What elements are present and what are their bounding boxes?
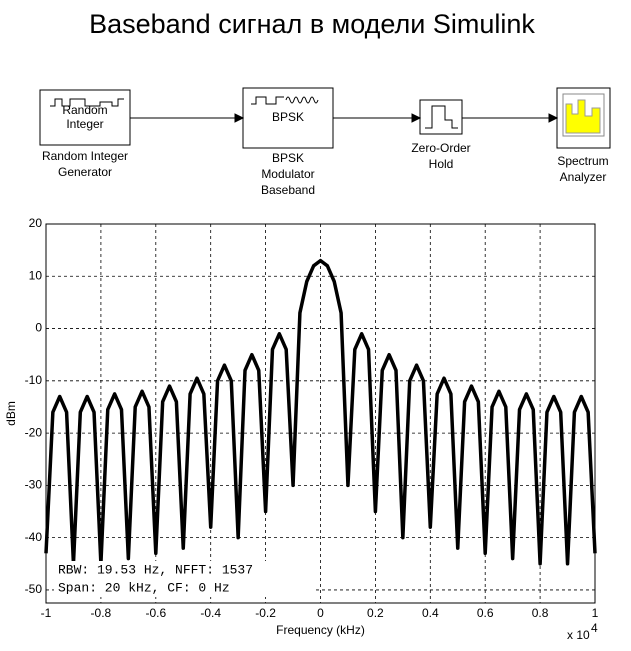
y-axis-label: dBm [4, 401, 18, 426]
block-caption: BPSK [272, 151, 304, 165]
x-axis-label: Frequency (kHz) [276, 623, 365, 637]
block [242, 87, 334, 149]
x-multiplier: x 10 [567, 628, 590, 642]
y-tick-label: 10 [29, 268, 43, 282]
x-multiplier-exponent: 4 [591, 621, 598, 635]
icon [425, 105, 458, 129]
block-caption: Spectrum [557, 154, 608, 168]
annotation-bg [54, 579, 316, 597]
annotation: RBW: 19.53 Hz, NFFT: 1537 [58, 562, 253, 577]
y-tick-label: 0 [35, 321, 42, 335]
x-tick-label: 0.2 [367, 606, 384, 620]
icon [285, 96, 319, 104]
slide-title: Baseband сигнал в модели Simulink [89, 9, 535, 39]
block-caption: Modulator [261, 167, 314, 181]
x-tick-label: 0 [317, 606, 324, 620]
block-label: BPSK [272, 110, 304, 124]
block-label: Random [62, 103, 107, 117]
y-tick-label: 20 [29, 216, 43, 230]
block-diagram [39, 87, 611, 149]
block-caption: Zero-Order [411, 141, 470, 155]
block-caption: Analyzer [560, 170, 607, 184]
x-tick-label: 1 [592, 606, 599, 620]
x-tick-label: -0.4 [200, 606, 221, 620]
block-caption: Random Integer [42, 149, 128, 163]
x-tick-label: 0.6 [477, 606, 494, 620]
x-tick-label: -0.2 [255, 606, 276, 620]
block-label: Integer [66, 117, 103, 131]
annotation-bg [54, 561, 316, 579]
x-tick-label: 0.4 [422, 606, 439, 620]
block-caption: Generator [58, 165, 112, 179]
x-tick-label: -1 [41, 606, 52, 620]
y-tick-label: -50 [25, 582, 43, 596]
x-tick-label: -0.8 [91, 606, 112, 620]
connectors [130, 113, 559, 123]
y-tick-label: -40 [25, 530, 43, 544]
y-tick-label: -10 [25, 373, 43, 387]
icon [251, 96, 284, 105]
icon [50, 98, 124, 107]
spectrum-line [44, 258, 597, 566]
block-caption: Hold [429, 157, 454, 171]
block-caption: Baseband [261, 183, 315, 197]
y-tick-label: -30 [25, 478, 43, 492]
x-tick-label: 0.8 [532, 606, 549, 620]
x-tick-label: -0.6 [145, 606, 166, 620]
y-tick-label: -20 [25, 425, 43, 439]
icon [565, 99, 601, 134]
annotation: Span: 20 kHz, CF: 0 Hz [58, 580, 230, 595]
block [419, 99, 463, 135]
